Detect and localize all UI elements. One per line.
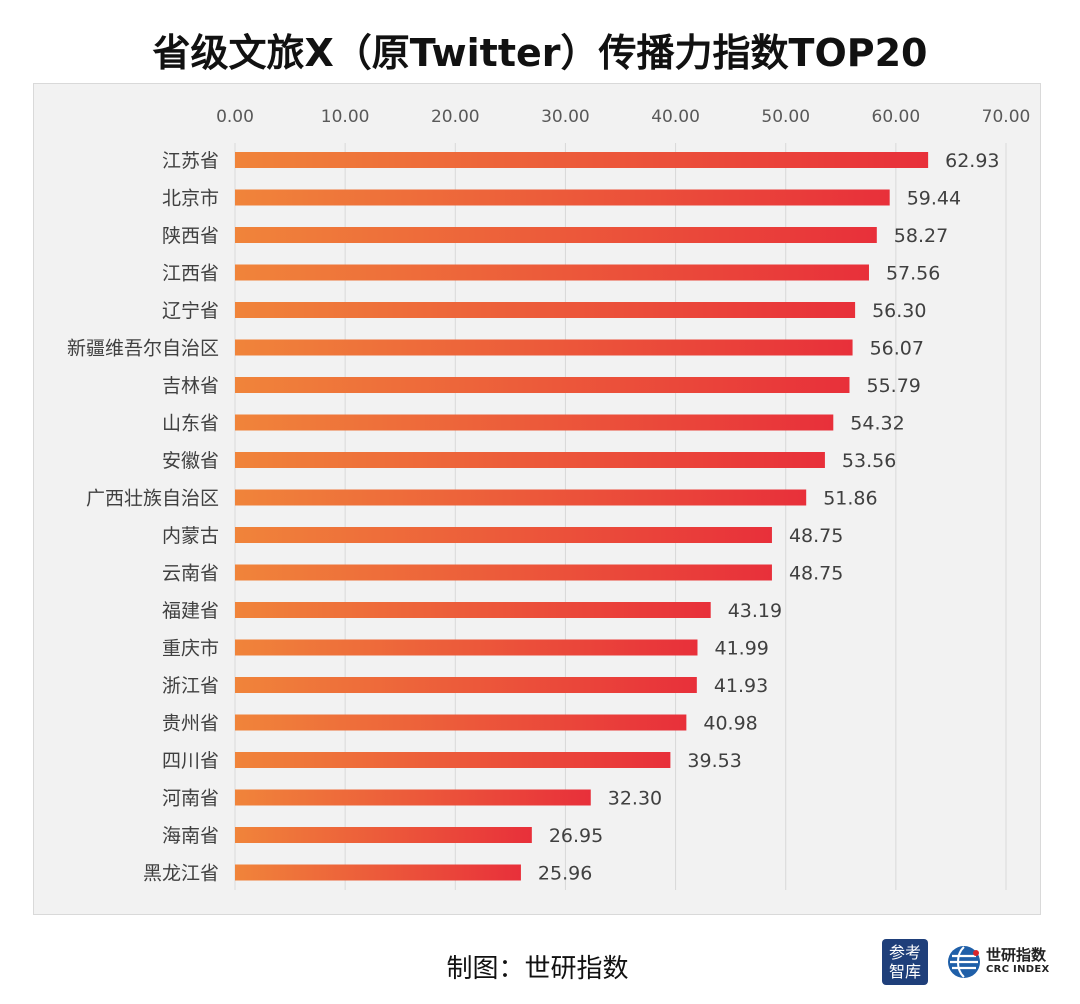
bar: [235, 377, 850, 393]
category-label: 云南省: [162, 563, 219, 585]
bar: [235, 714, 687, 731]
crc-logo-en: CRC INDEX: [986, 964, 1050, 975]
bar: [235, 302, 856, 318]
source-caption: 制图：世研指数: [446, 954, 629, 984]
x-tick-label: 30.00: [541, 107, 590, 127]
category-label: 黑龙江省: [143, 863, 219, 885]
canku-logo: 参考 智库: [882, 939, 928, 985]
value-label: 25.96: [538, 863, 592, 885]
value-label: 51.86: [823, 488, 877, 510]
value-label: 43.19: [728, 600, 782, 622]
x-tick-label: 0.00: [216, 107, 254, 127]
canku-logo-line1: 参考: [888, 943, 921, 962]
value-label: 48.75: [789, 563, 843, 585]
value-label: 26.95: [549, 825, 603, 847]
value-label: 40.98: [703, 713, 757, 735]
category-label: 江西省: [162, 263, 219, 285]
bar: [235, 227, 877, 243]
bar: [235, 264, 869, 281]
crc-logo-cn: 世研指数: [986, 946, 1047, 964]
value-labels: 62.93 59.44 58.27 57.56 56.30 56.07 55.79 54.32…: [538, 150, 1000, 885]
bars: [235, 152, 929, 881]
value-label: 54.32: [850, 413, 904, 435]
bar: [235, 527, 772, 543]
x-tick-label: 20.00: [431, 107, 480, 127]
bar: [235, 489, 807, 506]
bar: [235, 602, 711, 618]
category-label: 浙江省: [162, 675, 219, 697]
category-label: 吉林省: [162, 375, 219, 397]
globe-icon: [948, 946, 980, 978]
bar: [235, 189, 890, 206]
bar-chart: 0.00 10.00 20.00 30.00 40.00 50.00 60.00 70.00 …: [67, 107, 1030, 890]
crc-index-logo: 世研指数 CRC INDEX: [946, 942, 1056, 982]
category-label: 辽宁省: [162, 300, 219, 322]
bar: [235, 827, 532, 843]
value-label: 32.30: [608, 788, 662, 810]
bar: [235, 864, 521, 881]
bar: [235, 452, 825, 468]
category-label: 新疆维吾尔自治区: [67, 338, 219, 360]
chart-title: 省级文旅X（原Twitter）传播力指数TOP20: [152, 31, 928, 75]
category-label: 陕西省: [162, 225, 219, 247]
value-label: 58.27: [894, 225, 948, 247]
bar: [235, 339, 853, 356]
bar: [235, 789, 591, 806]
bar: [235, 152, 929, 168]
bar: [235, 564, 772, 581]
category-label: 广西壮族自治区: [86, 488, 219, 510]
x-tick-label: 50.00: [761, 107, 810, 127]
bar: [235, 414, 834, 431]
category-label: 四川省: [162, 750, 219, 772]
value-label: 39.53: [687, 750, 741, 772]
value-label: 41.99: [714, 638, 768, 660]
value-label: 53.56: [842, 450, 896, 472]
category-label: 重庆市: [162, 638, 219, 660]
category-label: 安徽省: [162, 450, 219, 472]
value-label: 56.30: [872, 300, 926, 322]
category-label: 内蒙古: [162, 525, 219, 547]
bar: [235, 677, 697, 693]
value-label: 48.75: [789, 525, 843, 547]
x-tick-label: 10.00: [321, 107, 370, 127]
x-tick-label: 40.00: [651, 107, 700, 127]
value-label: 55.79: [866, 375, 920, 397]
gridlines: [234, 143, 1007, 890]
value-label: 62.93: [945, 150, 999, 172]
bar: [235, 752, 671, 768]
category-label: 海南省: [162, 825, 219, 847]
x-tick-label: 70.00: [982, 107, 1031, 127]
canku-logo-line2: 智库: [888, 962, 921, 981]
category-label: 贵州省: [162, 713, 219, 735]
value-label: 56.07: [870, 338, 924, 360]
value-label: 41.93: [714, 675, 768, 697]
category-label: 山东省: [162, 413, 219, 435]
category-label: 江苏省: [162, 150, 219, 172]
category-label: 福建省: [162, 600, 219, 622]
category-labels: 江苏省北京市陕西省江西省辽宁省新疆维吾尔自治区吉林省山东省安徽省广西壮族自治区内…: [67, 150, 219, 885]
category-label: 河南省: [162, 788, 219, 810]
x-tick-label: 60.00: [872, 107, 921, 127]
value-label: 57.56: [886, 263, 940, 285]
bar: [235, 639, 698, 656]
value-label: 59.44: [907, 188, 961, 210]
category-label: 北京市: [162, 188, 219, 210]
x-axis-ticks: 0.00 10.00 20.00 30.00 40.00 50.00 60.00 70.00: [216, 107, 1030, 127]
